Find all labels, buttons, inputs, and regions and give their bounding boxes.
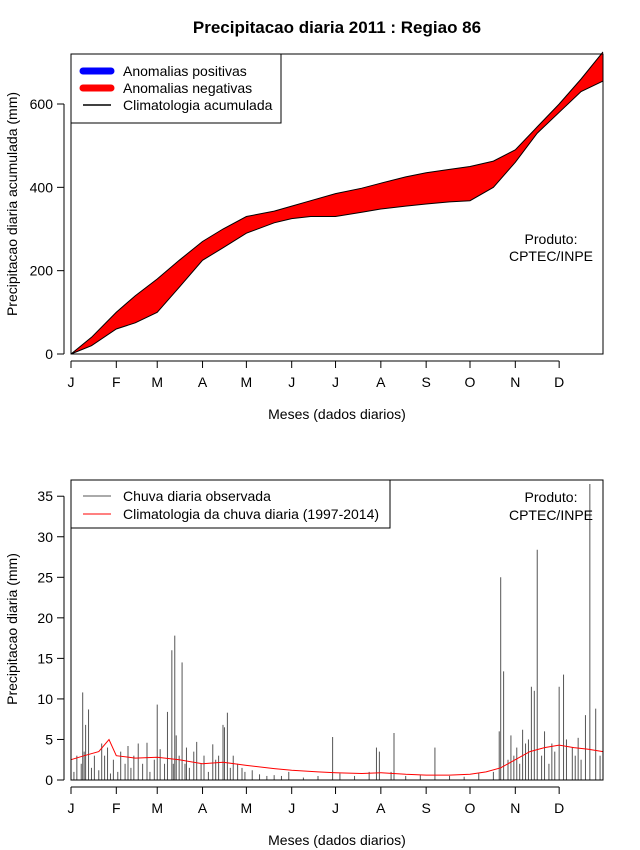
y-tick-label: 15 [37,650,53,666]
x-tick-label: A [198,374,208,390]
x-tick-label: M [241,374,253,390]
x-tick-label: N [510,800,520,816]
plot-frame-1 [70,53,604,355]
x-tick-label: J [288,800,295,816]
x-tick-label: M [241,800,253,816]
x-tick-label: D [554,800,564,816]
x-tick-label: S [421,374,430,390]
y-tick-label: 400 [30,179,54,195]
observed-cumulative-line [70,80,604,355]
daily-climatology-line-group [70,738,604,776]
legend-label-positive: Anomalias positivas [123,63,247,79]
x-tick-label: D [554,374,564,390]
y-tick-label: 200 [30,263,54,279]
chart-title: Precipitacao diaria 2011 : Regiao 86 [193,18,481,37]
legend-label-observed: Chuva diaria observada [123,488,271,504]
y-tick-label: 25 [37,569,53,585]
anomaly-area-group [71,51,603,355]
x-tick-label: J [332,800,339,816]
product-label-2: Produto: [525,489,578,505]
negative-anomaly-area [71,51,603,355]
product-label-1: Produto: [525,231,578,247]
legend-box-2 [70,479,391,529]
x-tick-label: F [112,374,121,390]
y-tick-label: 10 [37,691,53,707]
y-axis-label-2: Precipitacao diaria (mm) [4,553,20,705]
y-tick-label: 30 [37,529,53,545]
y-tick-label: 600 [30,96,54,112]
y-tick-label: 20 [37,610,53,626]
x-tick-label: A [376,374,386,390]
cumulative-lines-group [70,51,604,355]
x-tick-label: F [112,800,121,816]
legend-label-negative: Anomalias negativas [123,80,252,96]
x-tick-label: J [68,374,75,390]
x-tick-label: M [151,800,163,816]
y-axis-label-1: Precipitacao diaria acumulada (mm) [4,92,20,316]
legend-label-daily-climatology: Climatologia da chuva diaria (1997-2014) [123,506,379,522]
y-axis-2: 0 5 10 15 20 25 30 35 [37,488,65,788]
daily-climatology-line [70,738,604,776]
y-tick-label: 35 [37,488,53,504]
x-tick-label: A [198,800,208,816]
x-tick-label: N [510,374,520,390]
x-tick-label: J [288,374,295,390]
x-tick-label: O [465,374,476,390]
legend-1: Anomalias positivas Anomalias negativas … [70,53,282,124]
y-tick-label: 0 [45,346,53,362]
legend-2: Chuva diaria observada Climatologia da c… [70,479,391,529]
product-source-2: CPTEC/INPE [509,507,593,523]
climatology-cumulative-line [70,51,604,355]
x-tick-label: M [151,374,163,390]
y-axis-1: 0 200 400 600 [30,96,65,362]
y-tick-label: 0 [45,772,53,788]
legend-label-climatology: Climatologia acumulada [123,97,273,113]
x-tick-label: S [421,800,430,816]
x-axis-label-2: Meses (dados diarios) [268,832,406,848]
y-tick-label: 5 [45,731,53,747]
x-tick-label: J [68,800,75,816]
x-tick-label: A [376,800,386,816]
x-tick-label: J [332,374,339,390]
x-axis-label-1: Meses (dados diarios) [268,406,406,422]
x-tick-label: O [465,800,476,816]
product-source-1: CPTEC/INPE [509,248,593,264]
